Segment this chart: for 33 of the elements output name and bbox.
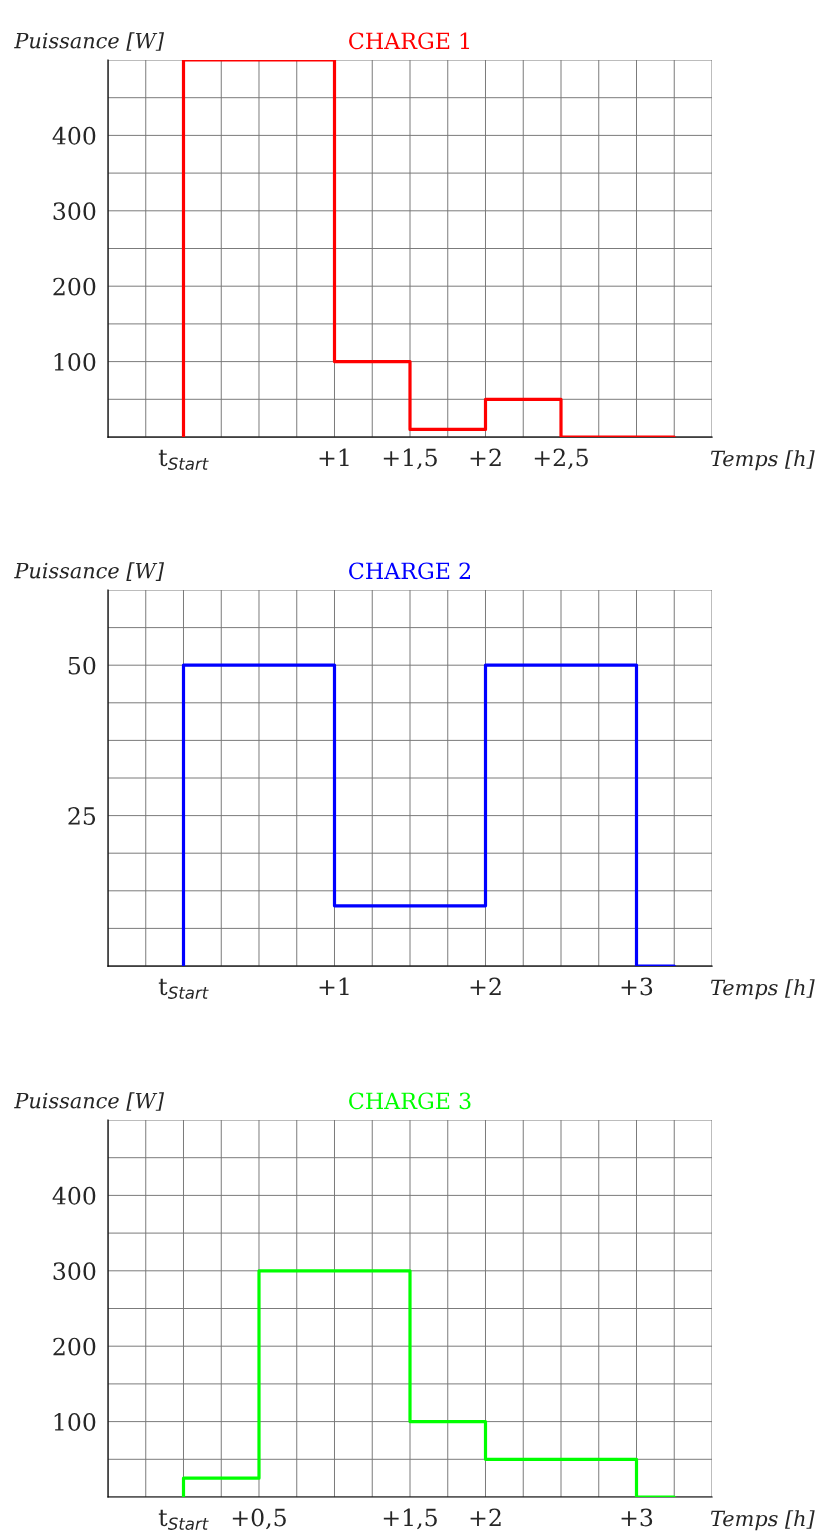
x-tick-label: +1 bbox=[319, 448, 349, 467]
x-axis-title: Temps [h] bbox=[710, 450, 815, 471]
x-tick-label: +2,5 bbox=[534, 448, 588, 470]
y-tick-label: 300 bbox=[53, 1262, 96, 1281]
y-tick-label: 300 bbox=[53, 202, 96, 221]
chart-title: CHARGE 1 bbox=[349, 32, 470, 50]
y-tick-label: 100 bbox=[54, 1413, 96, 1431]
x-tick-label: t$_{Start}$ bbox=[158, 449, 209, 470]
y-tick-label: 400 bbox=[52, 1186, 96, 1205]
x-tick-label: +1 bbox=[319, 977, 349, 996]
x-tick-label: +3 bbox=[621, 1508, 653, 1527]
y-tick-label: 200 bbox=[53, 1337, 96, 1356]
x-tick-label: +1,5 bbox=[383, 1508, 437, 1530]
x-tick-label: t$_{Start}$ bbox=[158, 978, 209, 999]
y-tick-label: 50 bbox=[68, 656, 96, 675]
y-tick-label: 25 bbox=[68, 807, 96, 825]
y-axis-title: Puissance [W] bbox=[14, 562, 165, 581]
y-tick-label: 100 bbox=[54, 353, 96, 371]
y-axis-title: Puissance [W] bbox=[14, 1092, 165, 1111]
chart-title: CHARGE 3 bbox=[349, 1092, 471, 1110]
chart-title: CHARGE 2 bbox=[349, 562, 470, 580]
x-tick-label: +3 bbox=[621, 977, 653, 996]
x-tick-label: +2 bbox=[470, 977, 501, 996]
x-axis-title: Temps [h] bbox=[710, 1510, 815, 1531]
x-tick-label: +0,5 bbox=[232, 1508, 286, 1530]
x-tick-label: t$_{Start}$ bbox=[158, 1509, 209, 1530]
y-axis-title: Puissance [W] bbox=[14, 32, 165, 51]
y-tick-label: 400 bbox=[52, 126, 96, 145]
x-tick-label: +2 bbox=[470, 1508, 501, 1527]
x-tick-label: +1,5 bbox=[383, 448, 437, 470]
x-tick-label: +2 bbox=[470, 448, 501, 467]
y-tick-label: 200 bbox=[53, 277, 96, 296]
x-axis-title: Temps [h] bbox=[710, 979, 815, 1000]
